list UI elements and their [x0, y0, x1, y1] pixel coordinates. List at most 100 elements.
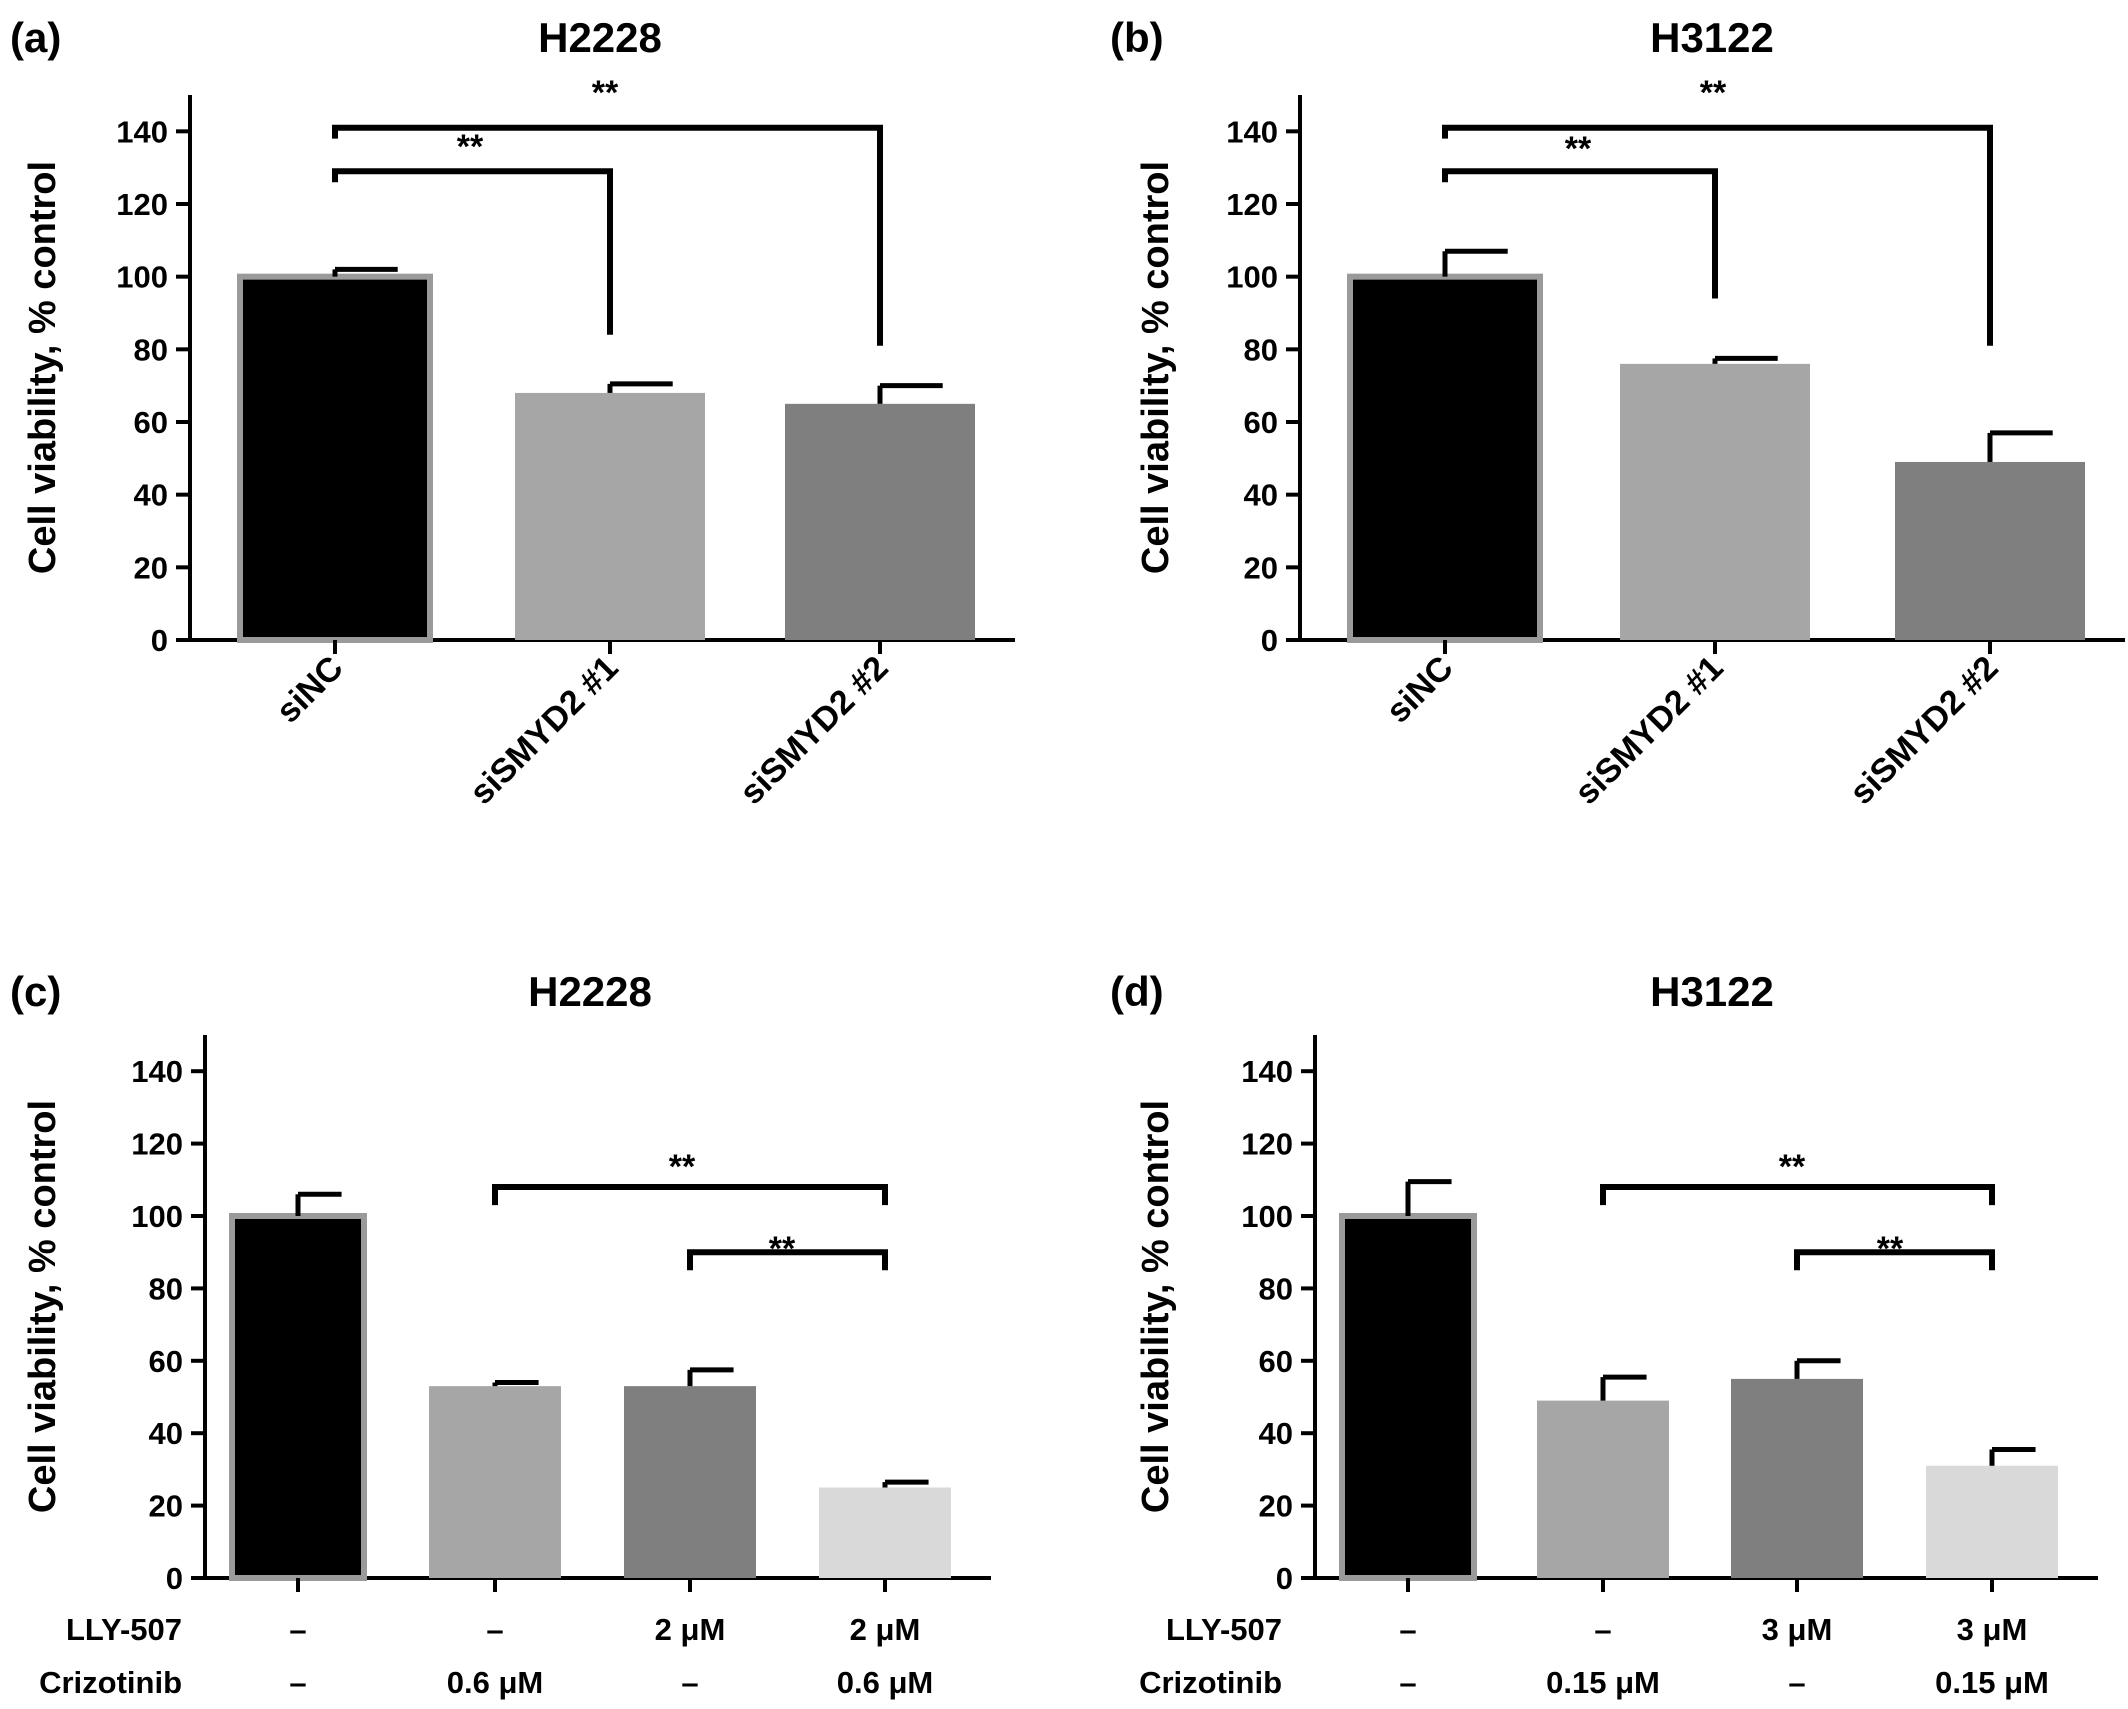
- y-tick-label: 0: [1276, 1561, 1293, 1596]
- panel-d: (d) H3122 Cell viability, % control 0 20 40 60…: [1110, 968, 2098, 1700]
- treatment-value: 0.6 μM: [837, 1665, 934, 1700]
- treatment-row-name: Crizotinib: [1139, 1665, 1282, 1700]
- bar: [624, 1386, 756, 1578]
- y-tick-label: 40: [134, 478, 168, 513]
- y-tick-label: 80: [134, 332, 168, 367]
- y-tick-label: 60: [149, 1344, 183, 1379]
- treatment-value: 2 μM: [655, 1612, 726, 1647]
- significance-label: **: [457, 128, 484, 166]
- significance-label: **: [1877, 1230, 1904, 1268]
- y-tick-label: 20: [149, 1489, 183, 1524]
- bar: [1926, 1465, 2058, 1578]
- treatment-value: 2 μM: [850, 1612, 921, 1647]
- bar: [515, 392, 705, 640]
- y-tick-label: 80: [149, 1271, 183, 1306]
- y-tick-label: 60: [1259, 1344, 1293, 1379]
- panel-label: (a): [10, 14, 61, 61]
- x-tick-label: siSMYD2 #2: [1842, 649, 2005, 812]
- y-tick-label: 120: [116, 187, 168, 222]
- x-tick-label: siSMYD2 #2: [732, 649, 895, 812]
- bar: [1731, 1378, 1863, 1578]
- treatment-value: –: [486, 1612, 503, 1647]
- y-tick-label: 140: [116, 114, 168, 149]
- treatment-value: 0.15 μM: [1546, 1665, 1660, 1700]
- y-tick-label: 100: [116, 260, 168, 295]
- chart-title: H2228: [538, 14, 662, 61]
- y-tick-label: 120: [131, 1127, 183, 1162]
- panel-label: (b): [1110, 14, 1164, 61]
- bar: [1339, 1213, 1477, 1581]
- significance-label: **: [1700, 74, 1727, 112]
- bar: [785, 403, 975, 640]
- y-tick-label: 0: [151, 623, 168, 658]
- y-tick-label: 140: [131, 1054, 183, 1089]
- y-tick-label: 100: [1241, 1199, 1293, 1234]
- treatment-value: –: [1399, 1612, 1416, 1647]
- y-tick-label: 0: [166, 1561, 183, 1596]
- y-tick-label: 140: [1241, 1054, 1293, 1089]
- significance-bracket: [492, 1184, 888, 1206]
- treatment-value: –: [1788, 1665, 1805, 1700]
- significance-label: **: [769, 1230, 796, 1268]
- bar: [1895, 461, 2085, 640]
- significance-bracket: [332, 124, 883, 346]
- significance-label: **: [669, 1148, 696, 1186]
- panel-b: (b) H3122 Cell viability, % control 0 20 40 60…: [1110, 14, 2125, 812]
- y-tick-label: 0: [1261, 623, 1278, 658]
- chart-title: H3122: [1650, 968, 1774, 1015]
- treatment-row-name: LLY-507: [1166, 1612, 1282, 1647]
- y-tick-label: 120: [1241, 1127, 1293, 1162]
- y-tick-label: 40: [1259, 1416, 1293, 1451]
- x-tick-label: siSMYD2 #1: [462, 649, 625, 812]
- y-tick-label: 60: [1244, 405, 1278, 440]
- significance-label: **: [1565, 130, 1592, 168]
- treatment-value: 3 μM: [1957, 1612, 2028, 1647]
- bar: [819, 1487, 951, 1578]
- x-tick-label: siNC: [269, 649, 351, 731]
- significance-bracket: [332, 168, 613, 335]
- y-axis-label: Cell viability, % control: [1135, 161, 1177, 574]
- panel-a: (a) H2228 Cell viability, % control 0 20 40 60…: [10, 14, 1015, 812]
- bar: [1620, 363, 1810, 640]
- significance-bracket: [1794, 1249, 1995, 1271]
- significance-bracket: [1442, 168, 1718, 299]
- y-axis-label: Cell viability, % control: [1135, 1100, 1177, 1513]
- bar: [237, 273, 433, 643]
- y-tick-label: 20: [134, 550, 168, 585]
- panel-label: (d): [1110, 968, 1164, 1015]
- y-tick-label: 120: [1226, 187, 1278, 222]
- bar: [229, 1213, 367, 1581]
- significance-label: **: [1779, 1148, 1806, 1186]
- treatment-value: –: [1399, 1665, 1416, 1700]
- panel-c: (c) H2228 Cell viability, % control 0 20 40 60…: [10, 968, 991, 1700]
- y-tick-label: 40: [149, 1416, 183, 1451]
- y-tick-label: 60: [134, 405, 168, 440]
- bar: [1537, 1400, 1669, 1578]
- treatment-value: 3 μM: [1762, 1612, 1833, 1647]
- y-tick-label: 100: [1226, 260, 1278, 295]
- x-tick-label: siSMYD2 #1: [1567, 649, 1730, 812]
- x-tick-label: siNC: [1379, 649, 1461, 731]
- treatment-row-name: Crizotinib: [39, 1665, 182, 1700]
- treatment-value: –: [289, 1612, 306, 1647]
- y-tick-label: 20: [1259, 1489, 1293, 1524]
- y-axis-label: Cell viability, % control: [22, 161, 64, 574]
- y-tick-label: 80: [1259, 1271, 1293, 1306]
- y-tick-label: 100: [131, 1199, 183, 1234]
- treatment-value: –: [1594, 1612, 1611, 1647]
- y-axis-label: Cell viability, % control: [22, 1100, 64, 1513]
- chart-title: H3122: [1650, 14, 1774, 61]
- y-tick-label: 40: [1244, 478, 1278, 513]
- panel-label: (c): [10, 968, 61, 1015]
- significance-label: **: [592, 74, 619, 112]
- chart-title: H2228: [528, 968, 652, 1015]
- treatment-value: –: [681, 1665, 698, 1700]
- significance-bracket: [1442, 124, 1993, 346]
- treatment-row-name: LLY-507: [66, 1612, 182, 1647]
- treatment-value: 0.15 μM: [1935, 1665, 2049, 1700]
- bar: [429, 1386, 561, 1578]
- treatment-value: –: [289, 1665, 306, 1700]
- y-tick-label: 20: [1244, 550, 1278, 585]
- y-tick-label: 80: [1244, 332, 1278, 367]
